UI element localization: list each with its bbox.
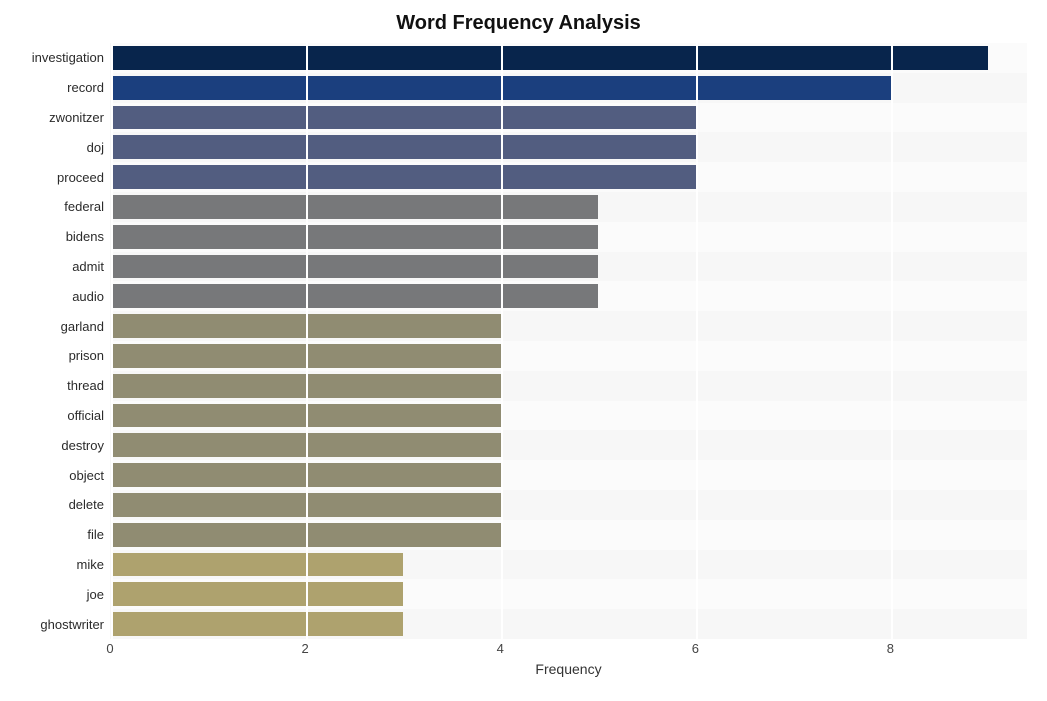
y-axis-label: bidens — [10, 222, 104, 252]
grid-vertical — [891, 43, 893, 639]
y-axis-label: delete — [10, 490, 104, 520]
plot-area — [110, 43, 1027, 639]
y-axis-label: mike — [10, 550, 104, 580]
grid-vertical — [111, 43, 113, 639]
bar — [111, 612, 403, 636]
bar — [111, 165, 696, 189]
y-axis-label: federal — [10, 192, 104, 222]
grid-vertical — [696, 43, 698, 639]
x-axis-tick: 8 — [887, 641, 894, 656]
grid-vertical — [501, 43, 503, 639]
grid-vertical — [306, 43, 308, 639]
y-axis-label: file — [10, 520, 104, 550]
chart-container: Word Frequency Analysis investigationrec… — [0, 0, 1047, 701]
bar — [111, 195, 598, 219]
y-axis-label: prison — [10, 341, 104, 371]
x-axis-label: Frequency — [535, 661, 601, 677]
bar — [111, 284, 598, 308]
y-axis-label: object — [10, 460, 104, 490]
y-axis-label: joe — [10, 579, 104, 609]
x-axis-tick: 6 — [692, 641, 699, 656]
x-axis-tick: 0 — [106, 641, 113, 656]
y-axis-labels: investigationrecordzwonitzerdojproceedfe… — [10, 43, 110, 639]
bar — [111, 553, 403, 577]
x-axis: 02468 Frequency — [110, 639, 1027, 679]
y-axis-label: zwonitzer — [10, 103, 104, 133]
y-axis-label: investigation — [10, 43, 104, 73]
y-axis-label: admit — [10, 252, 104, 282]
y-axis-label: destroy — [10, 430, 104, 460]
y-axis-label: record — [10, 73, 104, 103]
y-axis-label: proceed — [10, 162, 104, 192]
bar — [111, 582, 403, 606]
y-axis-label: doj — [10, 132, 104, 162]
y-axis-label: garland — [10, 311, 104, 341]
y-axis-label: ghostwriter — [10, 609, 104, 639]
bar — [111, 225, 598, 249]
y-axis-label: official — [10, 401, 104, 431]
y-axis-label: audio — [10, 281, 104, 311]
bar — [111, 255, 598, 279]
bar — [111, 46, 988, 70]
plot-row: investigationrecordzwonitzerdojproceedfe… — [10, 43, 1027, 639]
chart-title: Word Frequency Analysis — [10, 12, 1027, 35]
bar — [111, 135, 696, 159]
x-axis-tick: 4 — [497, 641, 504, 656]
y-axis-label: thread — [10, 371, 104, 401]
x-axis-ticks: 02468 — [110, 639, 1027, 659]
x-axis-tick: 2 — [301, 641, 308, 656]
bar — [111, 106, 696, 130]
